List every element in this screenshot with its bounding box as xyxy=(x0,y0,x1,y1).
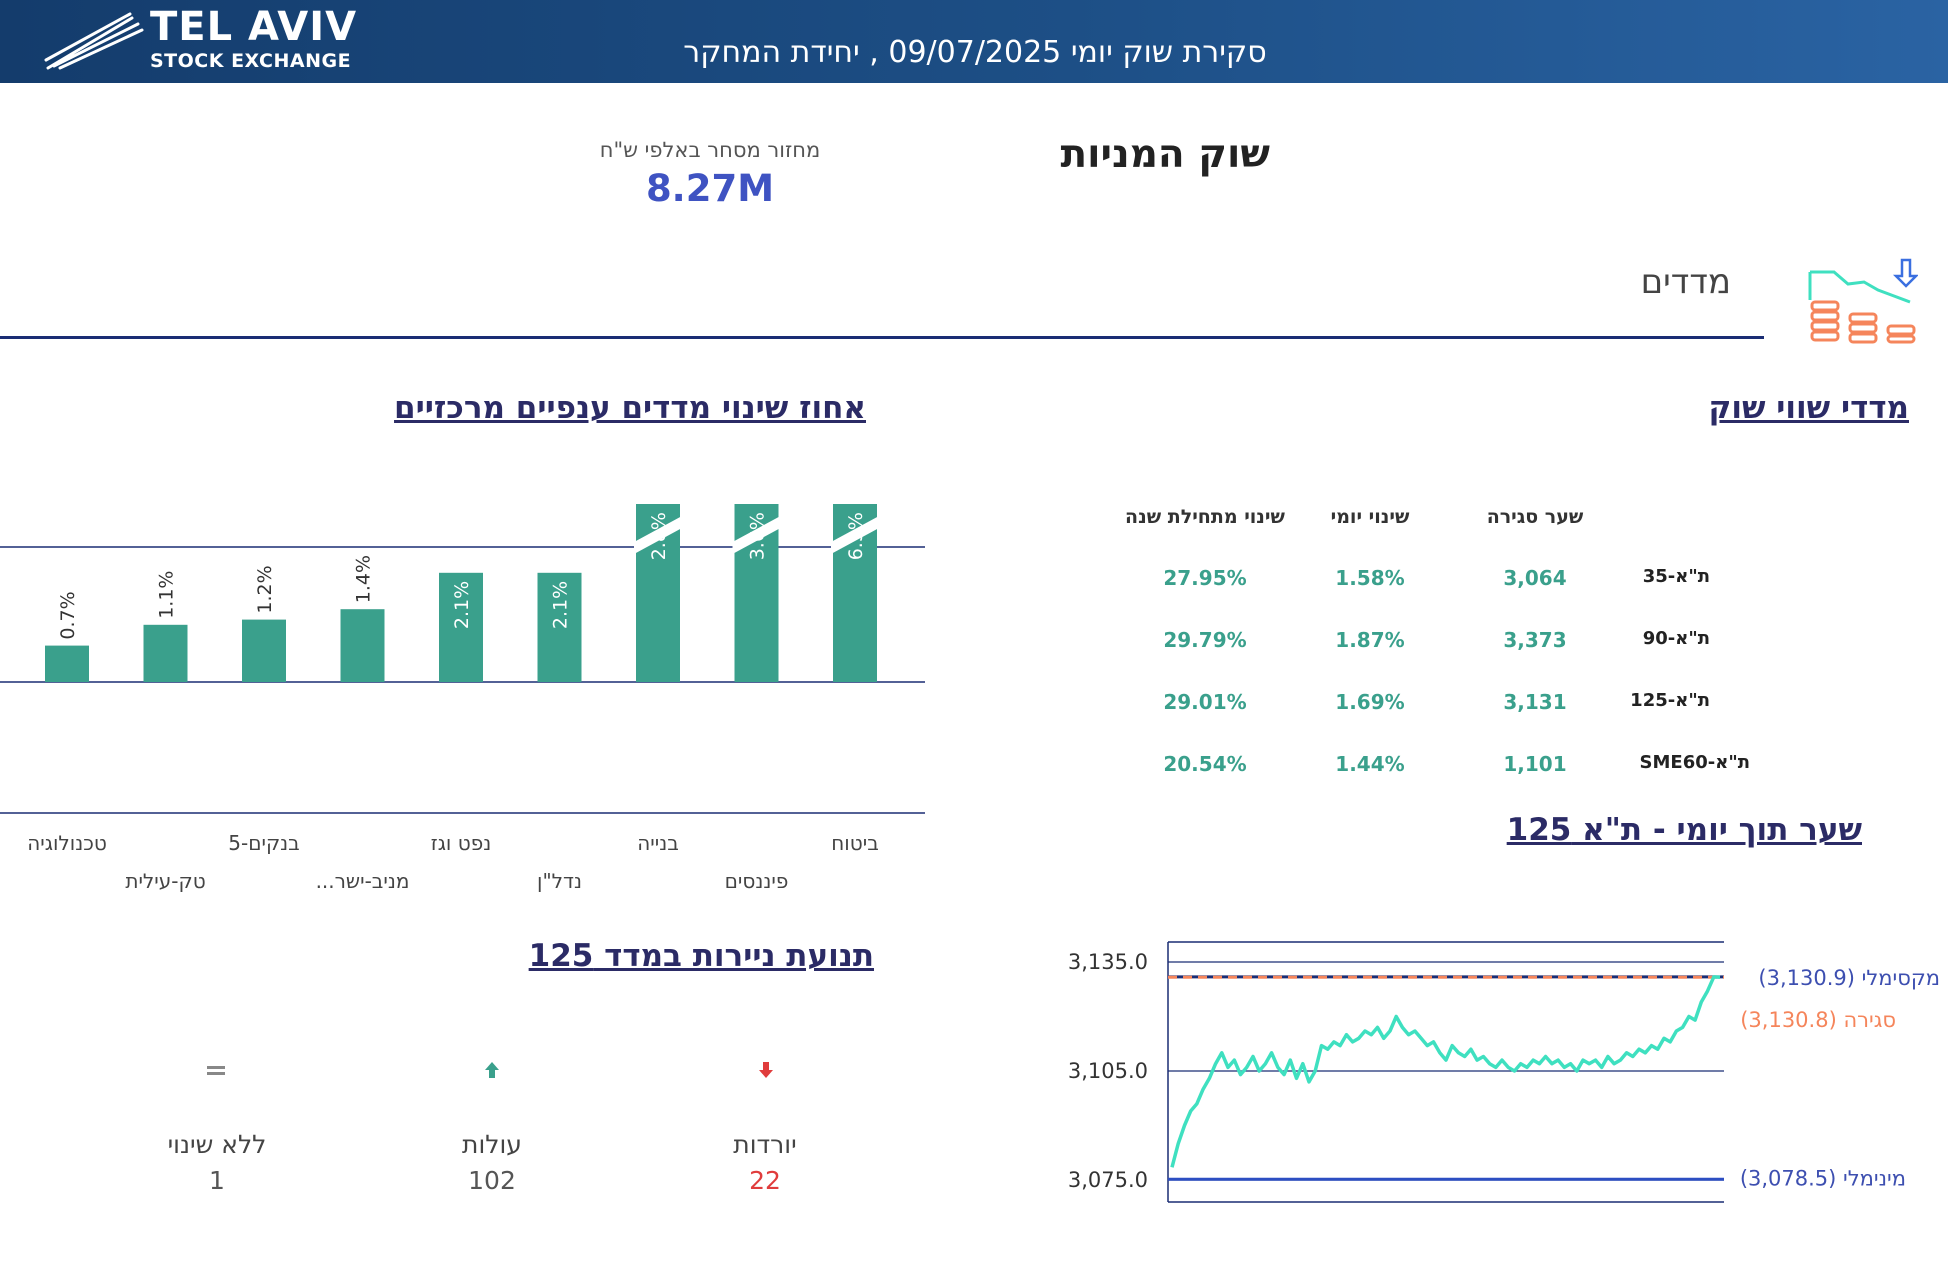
index-ytd-change: 29.01% xyxy=(1163,690,1247,714)
market-indices-title: מדדי שווי שוק xyxy=(1708,390,1910,426)
index-close: 3,131 xyxy=(1503,690,1567,714)
bar-data-label: 0.7% xyxy=(57,591,79,639)
equals-icon xyxy=(207,1066,225,1075)
movement-value: 22 xyxy=(749,1166,781,1195)
category-label: טק-עילית xyxy=(125,869,205,893)
report-title: סקירת שוק יומי 09/07/2025 , יחידת המחקר xyxy=(683,35,1267,70)
index-daily-change: 1.58% xyxy=(1335,566,1405,590)
category-label: מניב-ישר... xyxy=(316,869,410,893)
index-daily-change: 1.87% xyxy=(1335,628,1405,652)
max-label: מקסימלי (3,130.9) xyxy=(1758,966,1940,990)
axis-break-mark xyxy=(732,516,781,554)
col-header-daily: שינוי יומי xyxy=(1330,506,1410,528)
index-name: ת"א-35 xyxy=(1642,566,1710,587)
col-header-close: שער סגירה xyxy=(1486,506,1584,528)
axis-break-mark xyxy=(831,516,879,554)
category-label: פיננסים xyxy=(725,869,789,893)
bar-data-label: 2.8% xyxy=(648,512,670,560)
bar xyxy=(45,645,89,682)
index-name: ת"א-125 xyxy=(1630,690,1710,711)
index-ytd-change: 27.95% xyxy=(1163,566,1247,590)
y-tick-label: 3,075.0 xyxy=(1068,1168,1148,1192)
section-divider xyxy=(0,336,1764,339)
bar xyxy=(439,572,483,682)
sector-chart-title: אחוז שינוי מדדים ענפיים מרכזיים xyxy=(394,390,866,426)
market-title: שוק המניות xyxy=(1060,132,1270,177)
intraday-series-line xyxy=(1170,975,1721,1168)
category-label: טכנולוגיה xyxy=(27,831,107,855)
index-ytd-change: 29.79% xyxy=(1163,628,1247,652)
index-ytd-change: 20.54% xyxy=(1163,752,1247,776)
intraday-chart-title: שער תוך יומי - ת"א 125 xyxy=(1506,812,1862,848)
bar-data-label: 1.1% xyxy=(156,571,178,619)
movement-value: 1 xyxy=(209,1166,225,1195)
index-name: ת"א-90 xyxy=(1642,628,1710,649)
turnover-value: 8.27M xyxy=(645,167,775,210)
index-name: ת"א-SME60 xyxy=(1639,752,1750,773)
logo-main-text: TEL AVIV xyxy=(150,4,358,50)
category-label: בנייה xyxy=(637,831,679,855)
category-label: נדל"ן xyxy=(537,869,582,893)
arrow-down-icon xyxy=(759,1062,773,1078)
min-label: מינימלי (3,078.5) xyxy=(1740,1166,1906,1190)
movement-title: תנועת ניירות במדד 125 xyxy=(528,938,874,974)
bar xyxy=(537,572,582,682)
arrow-up-icon xyxy=(485,1062,499,1078)
tase-logo-icon xyxy=(44,12,144,70)
bar xyxy=(143,624,188,682)
category-label: בנקים-5 xyxy=(228,831,299,855)
indices-section-title: מדדים xyxy=(1640,262,1731,302)
header-bar: TEL AVIV STOCK EXCHANGE סקירת שוק יומי 0… xyxy=(0,0,1948,83)
bar-data-label: 1.4% xyxy=(353,555,375,603)
category-label: ביטוח xyxy=(831,831,879,855)
sector-bar-chart: 6.5% ביטוח 3.6% פיננסים 2.8% בנייה 2.1% נדל"ן 2.… xyxy=(0,504,925,893)
intraday-line-chart: 3,135.0 3,105.0 3,075.0 מקסימלי (3,130.9) סג… xyxy=(1068,941,1940,1203)
index-close: 1,101 xyxy=(1503,752,1567,776)
index-daily-change: 1.69% xyxy=(1335,690,1405,714)
category-label: נפט וגז xyxy=(431,831,491,855)
bar-data-label: 2.1% xyxy=(451,581,473,629)
index-close: 3,064 xyxy=(1503,566,1567,590)
bar-data-label: 2.1% xyxy=(550,581,572,629)
indices-chart-icon xyxy=(1808,258,1918,344)
y-tick-label: 3,105.0 xyxy=(1068,1059,1148,1083)
logo-sub-text: STOCK EXCHANGE xyxy=(150,50,352,72)
bar xyxy=(242,619,286,682)
movement-value: 102 xyxy=(468,1166,516,1195)
index-close: 3,373 xyxy=(1503,628,1567,652)
bar-data-label: 1.2% xyxy=(254,565,276,613)
movement-label: יורדות xyxy=(733,1130,797,1159)
axis-break-mark xyxy=(634,516,682,554)
col-header-ytd: שינוי מתחילת שנה xyxy=(1125,506,1285,528)
movement-label: ללא שינוי xyxy=(167,1130,267,1159)
bar-data-label: 3.6% xyxy=(747,512,769,560)
y-tick-label: 3,135.0 xyxy=(1068,950,1148,974)
bar-data-label: 6.5% xyxy=(845,512,867,560)
index-daily-change: 1.44% xyxy=(1335,752,1405,776)
movement-label: עולות xyxy=(462,1130,522,1159)
close-label: סגירה (3,130.8) xyxy=(1740,1008,1896,1032)
turnover-label: מחזור מסחר באלפי ש"ח xyxy=(599,138,821,162)
bar xyxy=(340,609,385,682)
